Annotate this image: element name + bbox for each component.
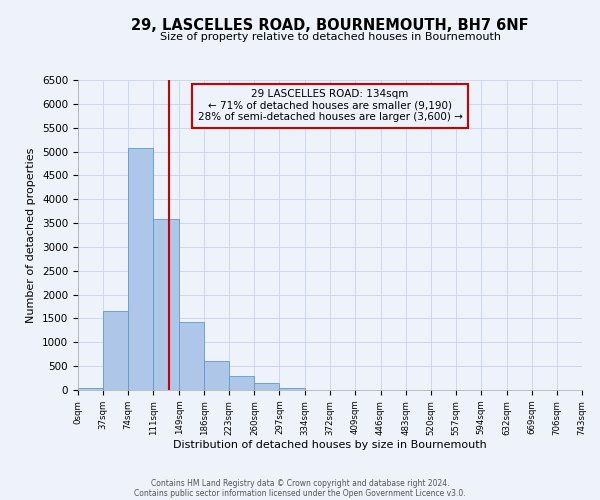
- Text: Size of property relative to detached houses in Bournemouth: Size of property relative to detached ho…: [160, 32, 500, 42]
- Bar: [204, 361, 229, 390]
- Bar: [153, 220, 179, 390]
- Bar: [103, 312, 128, 390]
- Text: 29 LASCELLES ROAD: 134sqm
← 71% of detached houses are smaller (9,190)
28% of se: 29 LASCELLES ROAD: 134sqm ← 71% of detac…: [197, 90, 463, 122]
- Bar: [128, 148, 153, 390]
- Bar: [179, 322, 204, 390]
- Text: Contains public sector information licensed under the Open Government Licence v3: Contains public sector information licen…: [134, 488, 466, 498]
- Y-axis label: Number of detached properties: Number of detached properties: [26, 148, 37, 322]
- Bar: [229, 376, 254, 390]
- Bar: [280, 388, 305, 390]
- Bar: [78, 388, 103, 390]
- Bar: [254, 384, 280, 390]
- X-axis label: Distribution of detached houses by size in Bournemouth: Distribution of detached houses by size …: [173, 440, 487, 450]
- Text: 29, LASCELLES ROAD, BOURNEMOUTH, BH7 6NF: 29, LASCELLES ROAD, BOURNEMOUTH, BH7 6NF: [131, 18, 529, 32]
- Text: Contains HM Land Registry data © Crown copyright and database right 2024.: Contains HM Land Registry data © Crown c…: [151, 478, 449, 488]
